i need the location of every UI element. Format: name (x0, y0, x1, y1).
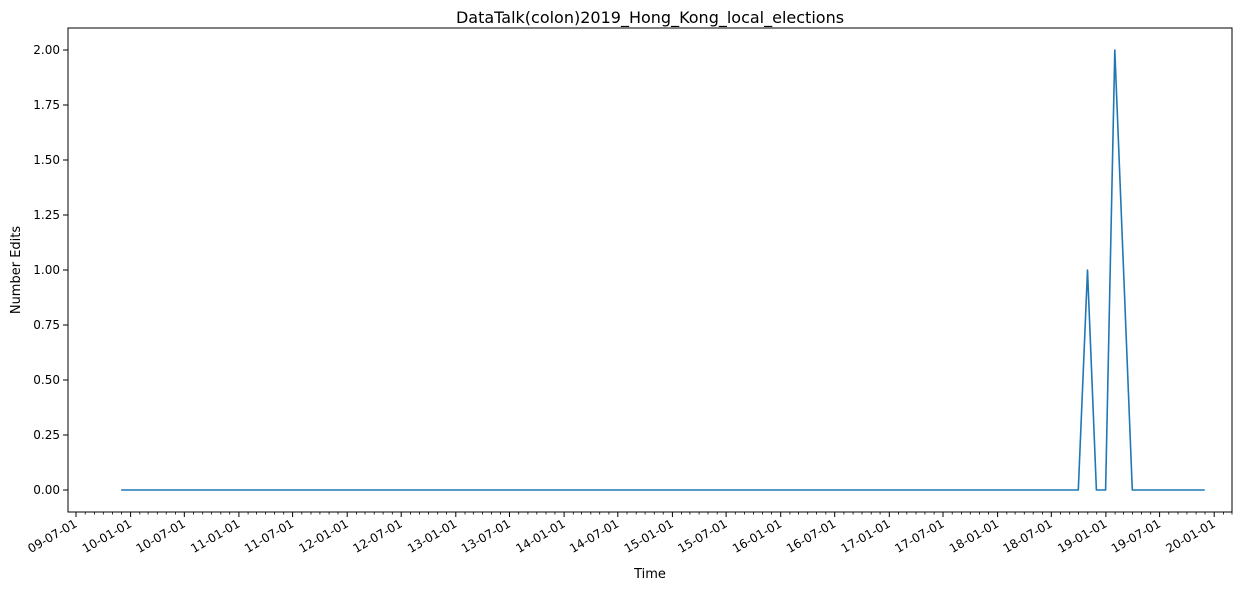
y-tick-label: 1.50 (33, 153, 60, 167)
y-tick-label: 0.75 (33, 318, 60, 332)
x-tick-label: 14-07-01 (567, 516, 621, 555)
x-tick-label: 18-01-01 (947, 516, 1001, 555)
y-tick-label: 2.00 (33, 43, 60, 57)
x-tick-label: 17-07-01 (892, 516, 946, 555)
y-tick-label: 0.00 (33, 483, 60, 497)
x-tick-label: 13-01-01 (405, 516, 459, 555)
x-tick-label: 16-07-01 (784, 516, 838, 555)
x-tick-label: 16-01-01 (730, 516, 784, 555)
x-tick-label: 17-01-01 (839, 516, 893, 555)
x-tick-label: 20-01-01 (1164, 516, 1218, 555)
x-tick-label: 14-01-01 (513, 516, 567, 555)
x-tick-label: 13-07-01 (459, 516, 513, 555)
y-axis: 0.00 0.25 0.50 0.75 1.00 1.25 1.50 1.75 2.00 (33, 43, 68, 497)
series-layer (121, 49, 1205, 491)
plot-area (67, 27, 1233, 513)
y-axis-label: Number Edits (9, 226, 24, 315)
series-line (121, 49, 1205, 491)
x-axis-label: Time (633, 567, 666, 582)
x-tick-label: 10-07-01 (134, 516, 188, 555)
y-tick-label: 1.00 (33, 263, 60, 277)
x-tick-label: 19-07-01 (1109, 516, 1163, 555)
x-tick-label: 11-07-01 (242, 516, 296, 555)
x-axis: 09-07-01 10-01-01 10-07-01 11-01-01 11-07-01… (25, 512, 1233, 556)
x-tick-label: 18-07-01 (1001, 516, 1055, 555)
y-tick-label: 0.25 (33, 428, 60, 442)
x-tick-label: 15-01-01 (622, 516, 676, 555)
x-tick-label: 12-07-01 (351, 516, 405, 555)
x-tick-label: 09-07-01 (25, 516, 79, 555)
chart-title: DataTalk(colon)2019_Hong_Kong_local_elec… (456, 8, 844, 28)
x-tick-label: 12-01-01 (297, 516, 351, 555)
x-tick-label: 11-01-01 (188, 516, 242, 555)
x-tick-label: 10-01-01 (80, 516, 134, 555)
x-tick-label: 15-07-01 (675, 516, 729, 555)
y-tick-label: 1.25 (33, 208, 60, 222)
x-tick-label: 19-01-01 (1055, 516, 1109, 555)
plot-frame (67, 27, 1233, 513)
y-tick-label: 1.75 (33, 98, 60, 112)
y-tick-label: 0.50 (33, 373, 60, 387)
